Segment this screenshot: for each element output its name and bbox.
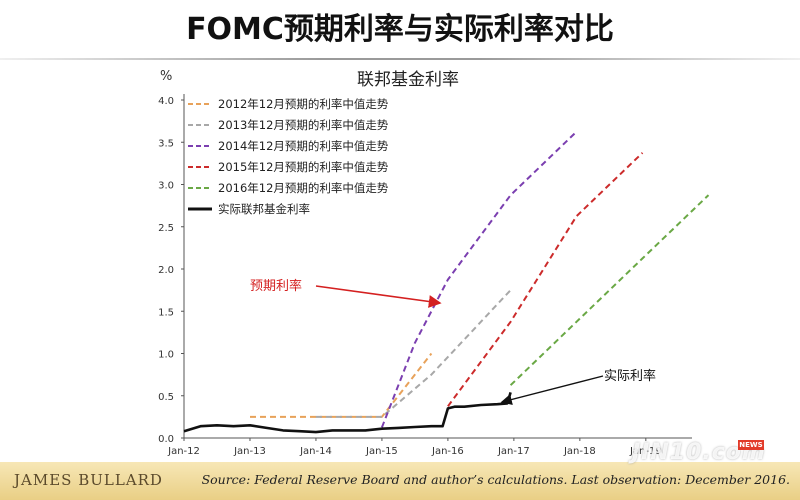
x-tick-label: Jan-12 (167, 446, 200, 457)
x-tick-label: Jan-19 (629, 446, 662, 457)
x-tick-label: Jan-17 (497, 446, 530, 457)
series-line-4 (447, 152, 644, 407)
series-line-3 (380, 130, 578, 428)
x-tick-label: Jan-16 (431, 446, 464, 457)
annotation-expected-label: 预期利率 (250, 278, 302, 294)
y-tick-label: 2.0 (158, 265, 174, 276)
legend-label-5: 2016年12月预期的利率中值走势 (218, 181, 389, 195)
x-tick-label: Jan-13 (233, 446, 266, 457)
y-tick-label: 0.5 (158, 392, 174, 403)
y-tick-label: 0.0 (158, 434, 174, 445)
annotations: 预期利率 实际利率 (250, 278, 656, 405)
footer-bar: JAMES BULLARD Source: Federal Reserve Bo… (0, 462, 800, 500)
y-tick-label: 3.0 (158, 181, 174, 192)
footer-source: Source: Federal Reserve Board and author… (201, 472, 790, 487)
series-line-5 (509, 194, 710, 386)
legend-label-6: 实际联邦基金利率 (218, 202, 310, 216)
fed-funds-rate-chart: 联邦基金利率 % 0.0 0.5 1.0 1.5 2.0 2.5 3.0 3.5 4.0 Jan-… (158, 69, 710, 457)
series-line-6 (183, 392, 512, 434)
x-tick-label: Jan-18 (563, 446, 596, 457)
series-line-1 (250, 352, 433, 418)
annotation-actual-arrow (500, 375, 604, 405)
legend: 2012年12月预期的利率中值走势 2013年12月预期的利率中值走势 2014年1… (188, 97, 389, 216)
y-unit-label: % (160, 69, 172, 84)
series-line-2 (315, 289, 512, 418)
annotation-actual-label: 实际利率 (604, 368, 656, 384)
title-divider (0, 58, 800, 60)
x-tick-label: Jan-15 (365, 446, 398, 457)
annotation-expected-arrow (315, 285, 442, 308)
y-tick-label: 1.0 (158, 350, 174, 361)
y-tick-label: 1.5 (158, 307, 174, 318)
legend-label-3: 2014年12月预期的利率中值走势 (218, 139, 389, 153)
y-tick-label: 2.5 (158, 223, 174, 234)
chart-title: 联邦基金利率 (357, 70, 459, 90)
y-tick-label: 4.0 (158, 96, 174, 107)
slide-title: FOMC预期利率与实际利率对比 (186, 12, 614, 47)
legend-label-4: 2015年12月预期的利率中值走势 (218, 160, 389, 174)
axes: 0.0 0.5 1.0 1.5 2.0 2.5 3.0 3.5 4.0 Jan-12 Jan-13 J… (158, 94, 692, 457)
series-lines (183, 130, 710, 434)
x-tick-label: Jan-14 (299, 446, 332, 457)
legend-label-2: 2013年12月预期的利率中值走势 (218, 118, 389, 132)
y-tick-label: 3.5 (158, 138, 174, 149)
legend-label-1: 2012年12月预期的利率中值走势 (218, 97, 389, 111)
footer-author: JAMES BULLARD (14, 471, 163, 489)
watermark-badge: NEWS (738, 440, 764, 450)
